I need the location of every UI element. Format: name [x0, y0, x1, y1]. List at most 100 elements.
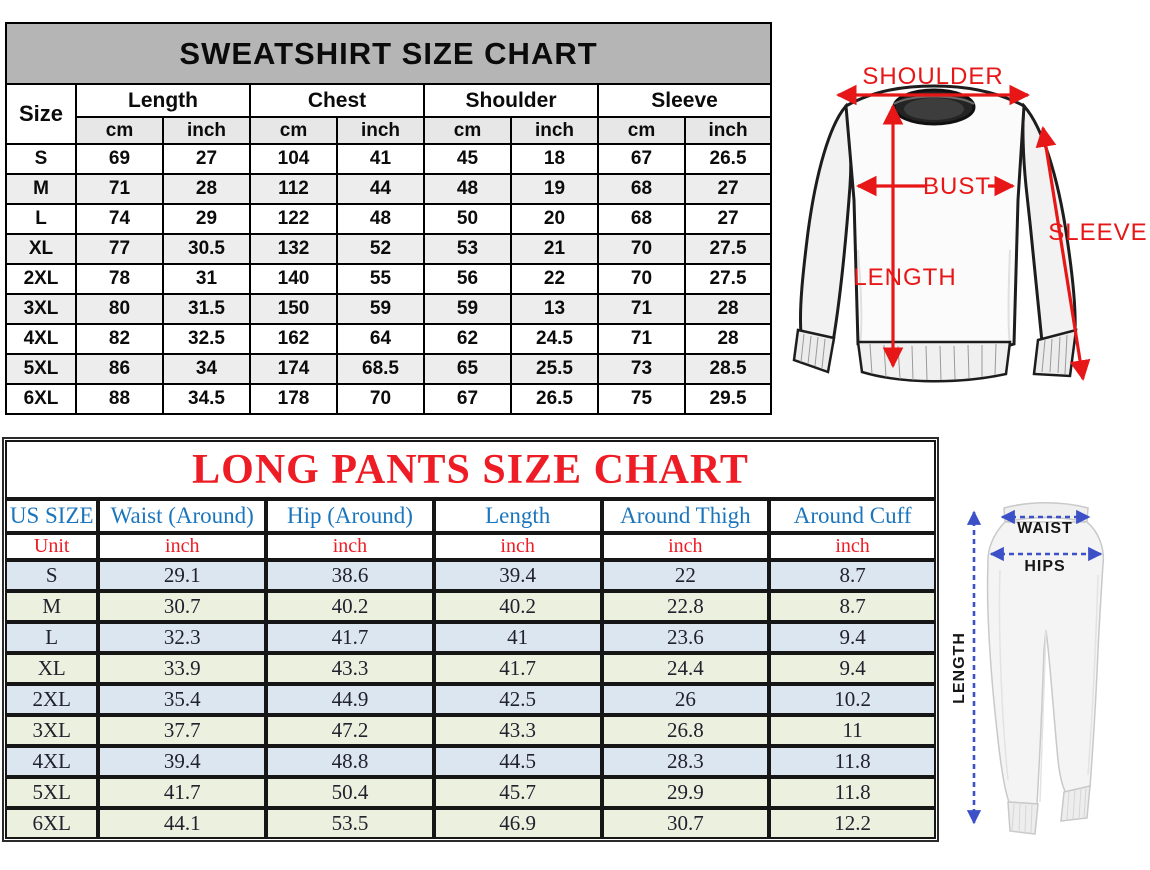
column-header: Around Thigh: [601, 499, 770, 533]
value-cell: 53: [423, 233, 512, 265]
pants-illustration: [986, 502, 1105, 835]
group-header-shoulder: Shoulder: [423, 83, 599, 118]
length-label: LENGTH: [853, 264, 956, 291]
size-cell: L: [5, 203, 77, 235]
value-cell: 69: [75, 143, 164, 175]
value-cell: 112: [249, 173, 338, 205]
value-cell: 20: [510, 203, 599, 235]
unit-header: inch: [336, 116, 425, 145]
unit-header: inch: [769, 533, 936, 560]
pants-unit-row: Unit inch inch inch inch inch: [5, 533, 936, 560]
value-cell: 22: [510, 263, 599, 295]
measurement-arrows: [835, 84, 1091, 382]
value-cell: 10.2: [769, 684, 936, 715]
sweatshirt-illustration: [792, 84, 1078, 383]
value-cell: 39.4: [98, 746, 267, 777]
value-cell: 122: [249, 203, 338, 235]
pants-table-row: L 32.3 41.7 41 23.6 9.4: [5, 622, 936, 653]
long-pants-size-table: LONG PANTS SIZE CHART US SIZE Waist (Aroun…: [5, 440, 936, 839]
value-cell: 162: [249, 323, 338, 355]
value-cell: 71: [75, 173, 164, 205]
value-cell: 67: [423, 383, 512, 415]
sweatshirt-table-row: M 71 28 112 44 48 19 68 27: [5, 173, 773, 205]
value-cell: 21: [510, 233, 599, 265]
sweatshirt-table-row: 4XL 82 32.5 162 64 62 24.5 71 28: [5, 323, 773, 355]
sweatshirt-table-row: 3XL 80 31.5 150 59 59 13 71 28: [5, 293, 773, 325]
value-cell: 50: [423, 203, 512, 235]
long-pants-size-chart: LONG PANTS SIZE CHART US SIZE Waist (Aroun…: [2, 437, 939, 842]
value-cell: 44.5: [433, 746, 602, 777]
value-cell: 27: [162, 143, 251, 175]
value-cell: 22.8: [601, 591, 770, 622]
value-cell: 39.4: [433, 560, 602, 591]
value-cell: 70: [336, 383, 425, 415]
value-cell: 26: [601, 684, 770, 715]
size-cell: L: [5, 622, 99, 653]
value-cell: 73: [597, 353, 686, 385]
column-header: Waist (Around): [98, 499, 267, 533]
size-cell: 3XL: [5, 715, 99, 746]
value-cell: 35.4: [98, 684, 267, 715]
pants-table-row: S 29.1 38.6 39.4 22 8.7: [5, 560, 936, 591]
unit-header: inch: [162, 116, 251, 145]
value-cell: 64: [336, 323, 425, 355]
value-cell: 41.7: [266, 622, 434, 653]
value-cell: 44.9: [266, 684, 434, 715]
pants-measurement-diagram: WAIST HIPS LENGTH: [951, 502, 1105, 835]
value-cell: 26.8: [601, 715, 770, 746]
value-cell: 9.4: [769, 622, 936, 653]
size-cell: 3XL: [5, 293, 77, 325]
unit-header: cm: [249, 116, 338, 145]
value-cell: 22: [601, 560, 770, 591]
value-cell: 42.5: [433, 684, 602, 715]
value-cell: 68.5: [336, 353, 425, 385]
value-cell: 46.9: [433, 808, 602, 839]
value-cell: 43.3: [266, 653, 434, 684]
value-cell: 82: [75, 323, 164, 355]
sweatshirt-unit-row: cm inch cm inch cm inch cm inch: [6, 116, 773, 145]
sleeve-label: SLEEVE: [1048, 219, 1147, 246]
column-header: Length: [433, 499, 602, 533]
unit-header: inch: [98, 533, 267, 560]
value-cell: 52: [336, 233, 425, 265]
size-cell: 6XL: [5, 808, 99, 839]
size-cell: XL: [5, 233, 77, 265]
group-header-length: Length: [75, 83, 251, 118]
value-cell: 24.4: [601, 653, 770, 684]
size-cell: S: [5, 560, 99, 591]
value-cell: 40.2: [433, 591, 602, 622]
value-cell: 104: [249, 143, 338, 175]
value-cell: 34: [162, 353, 251, 385]
sweatshirt-size-chart: SWEATSHIRT SIZE CHART Size Length Chest Shou…: [4, 22, 773, 415]
value-cell: 31: [162, 263, 251, 295]
column-header: US SIZE: [5, 499, 99, 533]
value-cell: 25.5: [510, 353, 599, 385]
value-cell: 18: [510, 143, 599, 175]
value-cell: 150: [249, 293, 338, 325]
value-cell: 9.4: [769, 653, 936, 684]
value-cell: 30.7: [601, 808, 770, 839]
size-column-header: Size: [5, 83, 77, 145]
value-cell: 29.1: [98, 560, 267, 591]
sweatshirt-table-row: 5XL 86 34 174 68.5 65 25.5 73 28.5: [5, 353, 773, 385]
value-cell: 24.5: [510, 323, 599, 355]
value-cell: 178: [249, 383, 338, 415]
value-cell: 44: [336, 173, 425, 205]
sweatshirt-table-row: 2XL 78 31 140 55 56 22 70 27.5: [5, 263, 773, 295]
value-cell: 41: [336, 143, 425, 175]
sweatshirt-chart-title: SWEATSHIRT SIZE CHART: [4, 22, 773, 85]
value-cell: 27: [683, 203, 773, 235]
pants-table-row: 4XL 39.4 48.8 44.5 28.3 11.8: [5, 746, 936, 777]
unit-header: inch: [433, 533, 602, 560]
group-header-sleeve: Sleeve: [596, 83, 773, 118]
sleeve-arrow: [1035, 125, 1091, 382]
value-cell: 23.6: [601, 622, 770, 653]
group-header-chest: Chest: [249, 83, 425, 118]
value-cell: 29: [162, 203, 251, 235]
unit-header: cm: [423, 116, 512, 145]
value-cell: 77: [75, 233, 164, 265]
value-cell: 11: [769, 715, 936, 746]
value-cell: 86: [75, 353, 164, 385]
bust-label: BUST: [923, 173, 991, 200]
size-cell: S: [5, 143, 77, 175]
